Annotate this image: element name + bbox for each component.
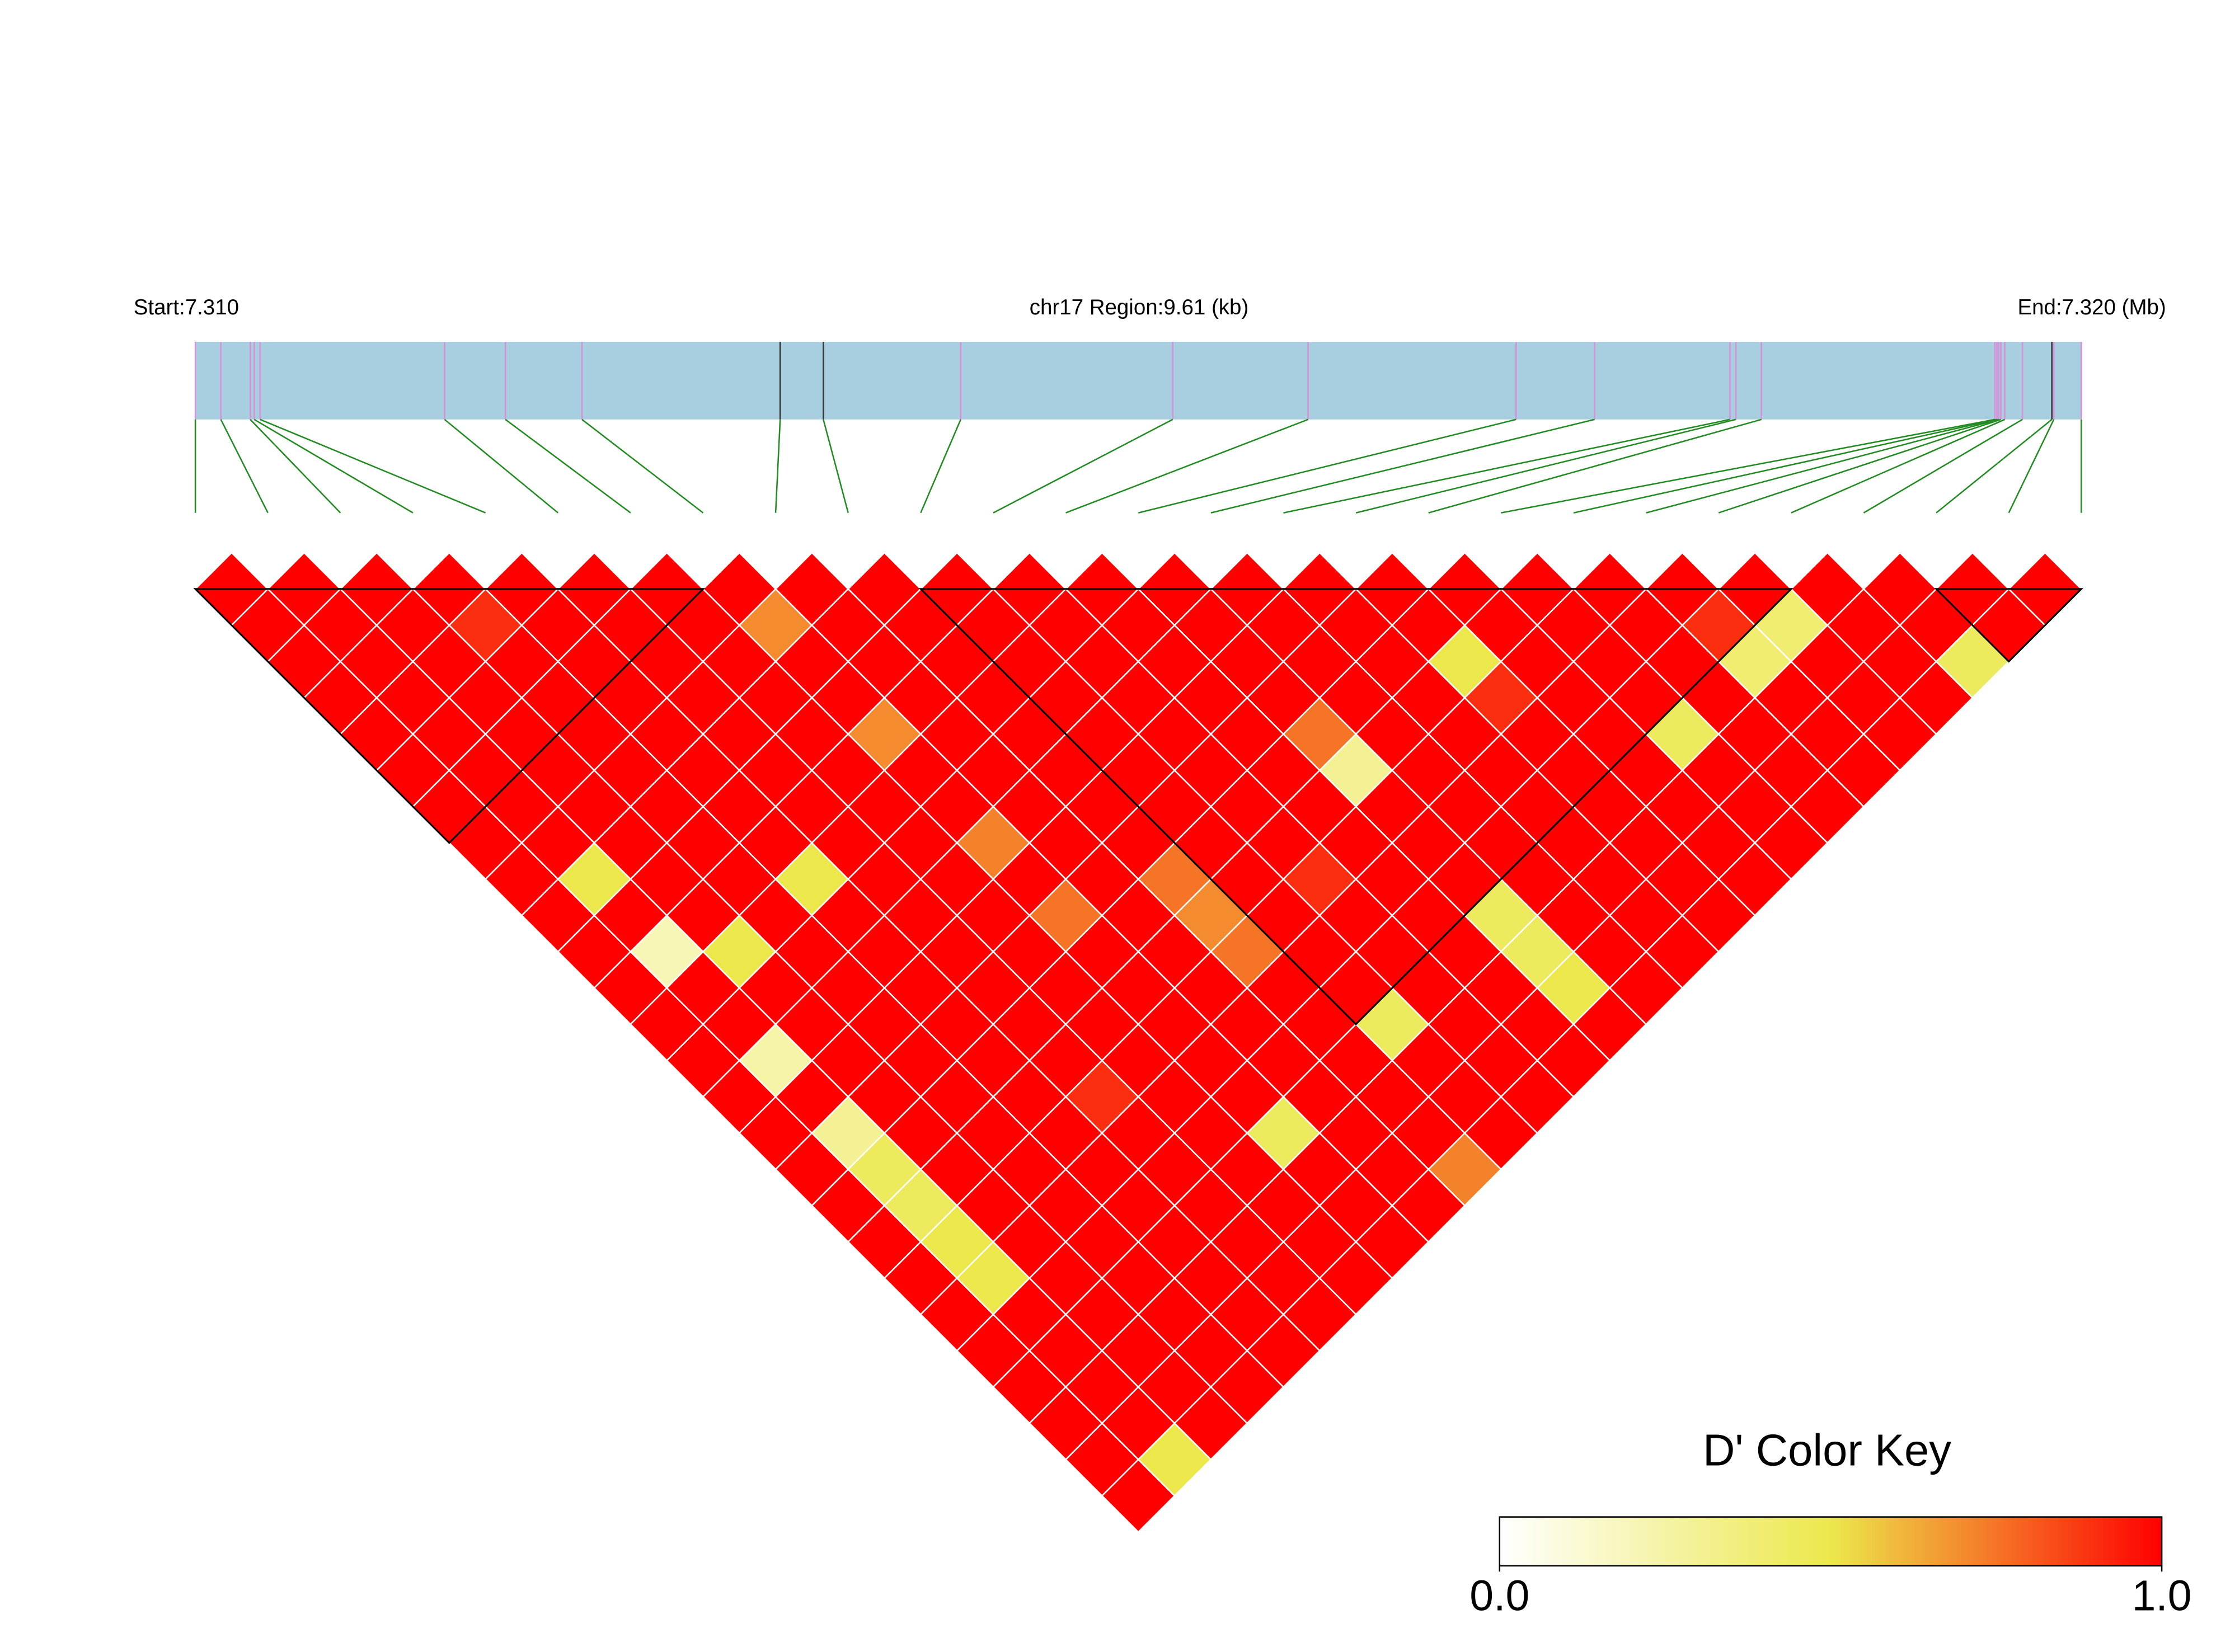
snp-connector xyxy=(993,418,1173,514)
snp-connector xyxy=(1355,418,1736,514)
snp-connector xyxy=(1283,418,1730,514)
snp-connector xyxy=(581,418,704,514)
snp-connector xyxy=(505,418,631,514)
snp-connector xyxy=(1138,418,1516,514)
snp-connector xyxy=(1646,418,1999,514)
key-tick-label: 0.0 xyxy=(1469,1571,1529,1620)
region-bar xyxy=(195,342,2082,420)
ld-block xyxy=(193,588,706,844)
end-label: End:7.320 (Mb) xyxy=(2017,295,2166,319)
snp-connector xyxy=(1936,418,2053,514)
snp-connector xyxy=(774,419,781,513)
snp-connector xyxy=(2008,419,2055,514)
snp-connector xyxy=(920,419,962,514)
color-key xyxy=(1499,1516,2163,1567)
snp-connector xyxy=(1573,418,1997,514)
snp-connector xyxy=(444,418,559,514)
snp-connector xyxy=(1065,418,1309,514)
key-title: D' Color Key xyxy=(1703,1425,1951,1475)
snp-connector xyxy=(1210,418,1595,514)
snp-connector xyxy=(1501,418,1995,514)
key-tick-label: 1.0 xyxy=(2132,1571,2192,1620)
region-label: chr17 Region:9.61 (kb) xyxy=(1030,295,1249,319)
snp-connector xyxy=(1428,418,1762,514)
start-label: Start:7.310 xyxy=(134,295,239,319)
snp-connector xyxy=(1718,418,2001,514)
snp-connector xyxy=(253,418,414,514)
ld-block xyxy=(918,588,1793,1026)
snp-connector xyxy=(250,418,341,514)
ld-block xyxy=(1934,588,2084,663)
snp-connector xyxy=(1863,418,2023,514)
snp-connector xyxy=(1791,418,2006,514)
snp-connector xyxy=(823,419,849,514)
snp-connector xyxy=(260,418,486,514)
snp-connector xyxy=(220,419,269,514)
